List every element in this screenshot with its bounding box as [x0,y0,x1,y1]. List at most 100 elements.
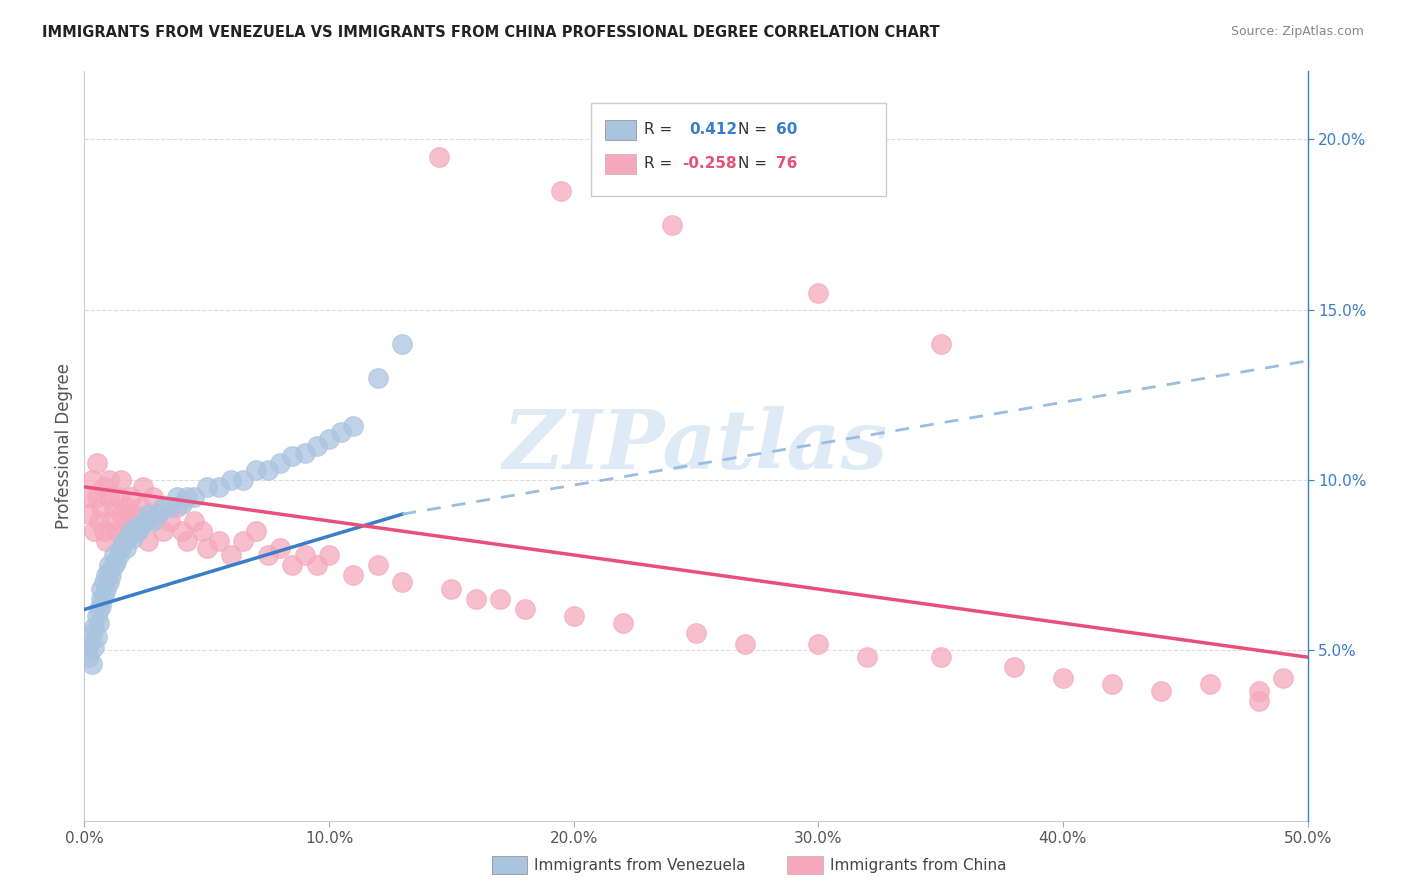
Point [142,514,165,528]
Point [330,425,353,440]
Text: R =: R = [644,122,672,136]
Point [90,592,112,607]
Point [513,602,536,616]
Point [97,558,120,573]
Point [86,490,108,504]
Point [136,534,159,549]
Point [122,507,145,521]
Point [195,480,218,494]
Point [83,619,105,633]
Point [208,534,231,549]
Point [83,524,105,538]
Point [342,568,364,582]
Point [93,589,115,603]
Point [159,514,181,528]
Point [318,432,340,446]
Point [146,507,169,521]
Point [90,582,112,596]
Point [87,616,110,631]
Point [1247,684,1270,698]
Point [929,650,952,665]
Point [305,558,328,573]
Point [807,285,830,300]
Point [105,555,128,569]
Point [117,531,139,545]
Text: N =: N = [738,122,768,136]
Point [125,521,148,535]
Point [427,149,450,163]
Point [77,507,100,521]
Text: N =: N = [738,156,768,170]
Point [146,507,169,521]
Point [135,514,157,528]
Text: ZIPatlas: ZIPatlas [503,406,889,486]
Point [562,609,585,624]
Point [367,558,389,573]
Point [83,640,105,654]
Point [294,446,316,460]
Point [129,517,152,532]
Point [120,490,142,504]
Point [172,524,194,538]
Point [152,500,174,515]
Point [489,592,512,607]
Point [97,565,120,579]
Point [112,524,135,538]
Point [107,548,129,562]
Text: -0.258: -0.258 [682,156,737,170]
Point [232,534,254,549]
Point [159,500,181,515]
Point [219,473,242,487]
Point [127,524,149,538]
Text: 76: 76 [776,156,797,170]
Point [110,473,132,487]
Text: 60: 60 [776,122,797,136]
Point [176,534,198,549]
Point [856,650,879,665]
Point [105,524,128,538]
Point [281,449,304,463]
Point [103,548,125,562]
Point [87,514,110,528]
Point [80,473,103,487]
Point [391,575,413,590]
Point [96,582,118,596]
Point [183,514,205,528]
Point [100,568,122,582]
Text: Immigrants from Venezuela: Immigrants from Venezuela [534,858,747,872]
Point [132,480,155,494]
Point [93,480,115,494]
Point [1150,684,1173,698]
Point [127,524,149,538]
Point [661,218,683,232]
Point [166,500,188,515]
Point [183,490,205,504]
Point [90,500,112,515]
Point [305,439,328,453]
Point [172,497,194,511]
Point [152,524,174,538]
Y-axis label: Professional Degree: Professional Degree [55,363,73,529]
Point [122,531,145,545]
Text: Source: ZipAtlas.com: Source: ZipAtlas.com [1230,25,1364,38]
Point [135,514,157,528]
Point [245,463,267,477]
Point [269,456,291,470]
Point [115,500,138,515]
Point [257,463,280,477]
Point [142,490,165,504]
Point [269,541,291,556]
Point [807,636,830,650]
Point [294,548,316,562]
Point [96,534,118,549]
Point [110,541,132,556]
Point [86,609,108,624]
Point [1198,677,1220,691]
Point [929,336,952,351]
Point [100,514,122,528]
Point [90,599,112,613]
Point [110,507,132,521]
Point [103,558,125,573]
Point [1247,694,1270,708]
Text: IMMIGRANTS FROM VENEZUELA VS IMMIGRANTS FROM CHINA PROFESSIONAL DEGREE CORRELATI: IMMIGRANTS FROM VENEZUELA VS IMMIGRANTS … [42,25,939,40]
